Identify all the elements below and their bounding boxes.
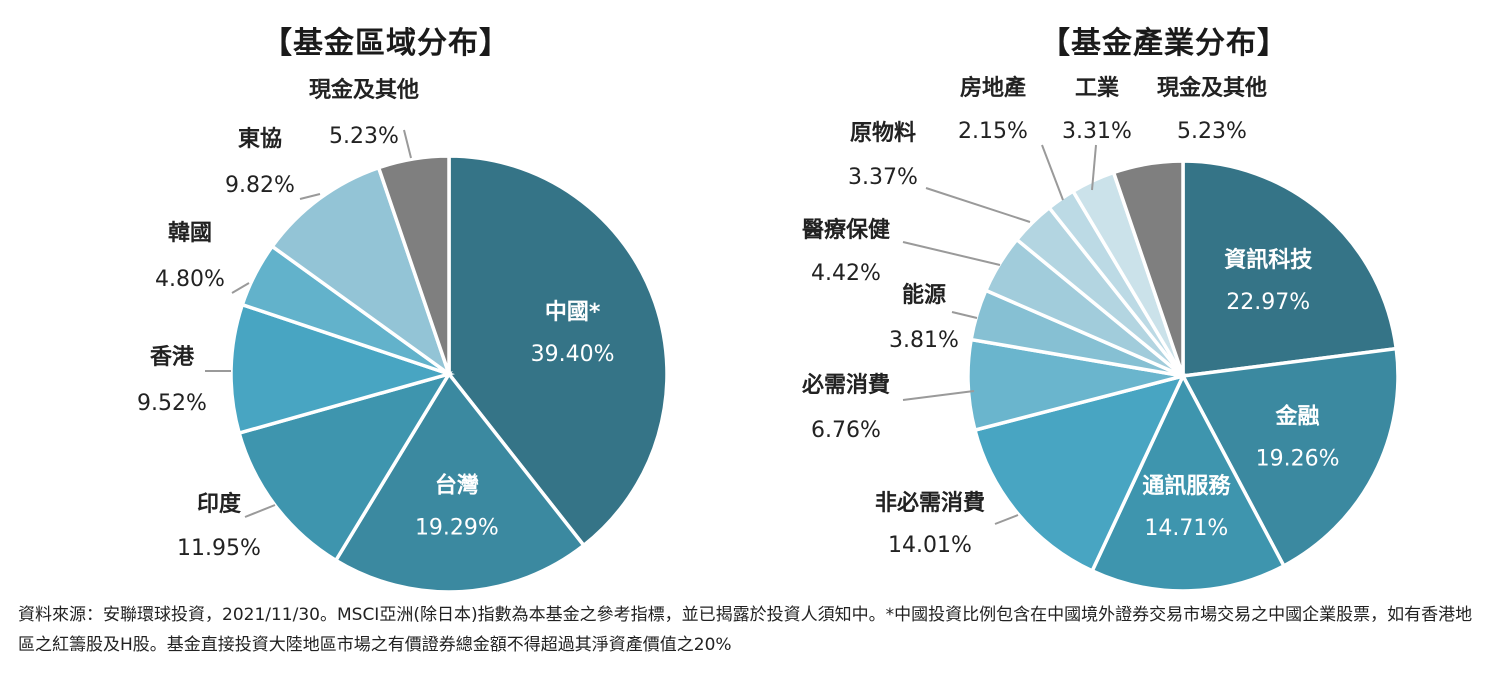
industry-slice-10-label: 現金及其他 [1157,75,1267,101]
region-slice-2-label: 印度 [197,491,242,517]
industry-slice-2 [1089,372,1287,593]
industry-slice-1-label: 金融 [1275,403,1320,429]
region-slice-1-value: 19.29% [415,516,499,541]
region-slice-3-value: 9.52% [137,391,207,416]
industry-slice-0-label: 資訊科技 [1224,247,1313,273]
industry-slice-2-label: 通訊服務 [1142,473,1231,499]
industry-slice-4-value: 6.76% [811,418,881,443]
region-slice-0-value: 39.40% [531,342,615,367]
region-slice-6-value: 5.23% [329,124,399,149]
region-slice-4-label: 韓國 [168,220,212,246]
industry-leader-line-3 [994,514,1019,525]
region-slice-1-label: 台灣 [435,473,479,499]
region-slice-5-value: 9.82% [225,173,295,198]
industry-slice-6-value: 4.42% [811,261,881,286]
pie-charts: 中國* 39.40% 台灣 19.29% 印度 11.95% 香港 9.52% 韓國 4.80% 東… [137,75,1400,594]
industry-slice-3-value: 14.01% [888,533,972,558]
region-leader-line-4 [231,282,250,294]
industry-chart-title: 【基金產業分布】 [1040,26,1288,61]
region-slice-5-label: 東協 [238,126,282,152]
region-slice-3 [229,302,455,436]
industry-leader-line-7 [925,187,1031,223]
industry-slice-6-label: 醫療保健 [802,217,890,243]
industry-leader-line-8 [1041,144,1064,201]
region-slice-2-value: 11.95% [177,536,261,561]
industry-slice-0 [1181,159,1399,378]
industry-slice-8-value: 2.15% [958,119,1028,144]
region-slice-0-label: 中國* [545,300,601,325]
industry-slice-0-value: 22.97% [1226,290,1310,315]
industry-slice-4-label: 必需消費 [802,372,890,398]
industry-slice-10 [1111,159,1185,377]
industry-leader-line-9 [1091,144,1097,191]
region-leader-line-6 [403,129,412,159]
region-slice-3-label: 香港 [150,345,195,370]
industry-slice-7-value: 3.37% [848,165,918,190]
industry-leader-line-5 [951,311,978,319]
industry-leader-line-6 [902,241,1001,266]
industry-slice-2-value: 14.71% [1144,516,1228,541]
region-slice-6-label: 現金及其他 [309,77,419,103]
industry-slice-3-label: 非必需消費 [875,490,985,516]
industry-slice-1-value: 19.26% [1256,446,1340,471]
region-slice-1 [333,370,587,594]
source-footnote: 資料來源：安聯環球投資，2021/11/30。MSCI亞洲(除日本)指數為本基金… [18,605,1473,655]
industry-slice-9-value: 3.31% [1062,119,1132,144]
region-slice-2 [237,371,453,563]
region-slice-6 [376,154,451,375]
region-leader-line-2 [244,504,276,518]
industry-slice-9-label: 工業 [1075,76,1120,101]
industry-slice-10-value: 5.23% [1177,119,1247,144]
industry-slice-5-value: 3.81% [889,328,959,353]
region-leader-line-5 [299,193,321,200]
region-slice-0 [447,154,669,548]
region-chart-title: 【基金區域分布】 [262,26,510,61]
region-slice-4-value: 4.80% [155,267,225,292]
industry-slice-8-label: 房地產 [960,75,1026,101]
region-slice-5 [269,165,453,379]
industry-slice-5-label: 能源 [902,282,946,308]
industry-slice-7-label: 原物料 [850,120,916,146]
industry-slice-1 [1180,346,1400,569]
industry-leader-line-4 [902,390,975,401]
industry-slice-3 [972,373,1187,574]
